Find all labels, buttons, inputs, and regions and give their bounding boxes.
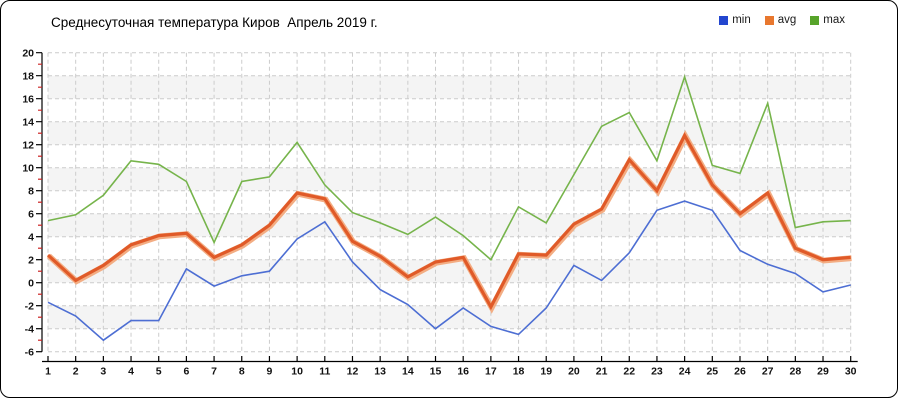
series-avg xyxy=(46,130,852,314)
x-tick-label: 28 xyxy=(789,366,801,378)
y-tick-label: 8 xyxy=(28,186,34,198)
x-tick-label: 20 xyxy=(568,366,580,378)
y-tick-label: 0 xyxy=(28,278,34,290)
x-tick-label: 5 xyxy=(156,366,162,378)
x-tick-label: 3 xyxy=(100,366,106,378)
x-tick-label: 6 xyxy=(183,366,189,378)
y-tick-label: 4 xyxy=(28,232,34,244)
x-tick-label: 7 xyxy=(211,366,217,378)
x-axis: 1 2 3 4 5 6 7 8 9 10 11 12 13 14 15 16 17 18 19 20 21 22 23 24 2… xyxy=(42,356,858,378)
x-tick-label: 8 xyxy=(239,366,245,378)
x-tick-label: 10 xyxy=(291,366,303,378)
legend-item-max: max xyxy=(810,14,845,26)
x-tick-label: 22 xyxy=(623,366,635,378)
x-tick-label: 17 xyxy=(485,366,497,378)
legend-swatch xyxy=(810,15,820,25)
x-tick-label: 13 xyxy=(374,366,386,378)
y-tick-label: 18 xyxy=(22,71,34,83)
x-tick-label: 27 xyxy=(762,366,774,378)
x-tick-label: 4 xyxy=(128,366,134,378)
y-tick-label: 20 xyxy=(22,48,34,60)
x-tick-label: 30 xyxy=(845,366,857,378)
x-tick-label: 9 xyxy=(267,366,273,378)
y-tick-label: 16 xyxy=(22,94,34,106)
series-min xyxy=(47,200,851,342)
x-tick-label: 14 xyxy=(402,366,414,378)
legend-item-avg: avg xyxy=(764,14,797,26)
x-tick-label: 24 xyxy=(679,366,691,378)
x-tick-label: 12 xyxy=(347,366,359,378)
x-tick-label: 25 xyxy=(706,366,718,378)
x-tick-label: 29 xyxy=(817,366,829,378)
y-tick-label: 2 xyxy=(28,255,34,267)
x-tick-label: 19 xyxy=(540,366,552,378)
y-tick-label: 6 xyxy=(28,209,34,221)
chart-title: Среднесуточная температура Киров Апрель … xyxy=(51,15,378,30)
legend-swatch xyxy=(719,15,729,25)
legend-swatch xyxy=(764,15,774,25)
y-tick-label: -2 xyxy=(25,301,34,313)
legend-label: avg xyxy=(777,14,797,26)
x-tick-label: 18 xyxy=(513,366,525,378)
x-tick-label: 1 xyxy=(45,366,51,378)
chart-legend: min avg max xyxy=(719,14,845,26)
x-tick-label: 2 xyxy=(73,366,79,378)
y-tick-label: 12 xyxy=(22,140,34,152)
x-tick-label: 23 xyxy=(651,366,663,378)
row-bands xyxy=(48,75,851,329)
legend-label: max xyxy=(823,14,845,26)
series-max xyxy=(47,74,851,261)
x-tick-label: 26 xyxy=(734,366,746,378)
legend-item-min: min xyxy=(719,14,751,26)
x-tick-label: 15 xyxy=(430,366,442,378)
x-tick-label: 11 xyxy=(319,366,330,378)
y-tick-label: -4 xyxy=(25,324,34,336)
y-tick-label: 10 xyxy=(22,163,34,175)
x-tick-label: 16 xyxy=(457,366,469,378)
legend-label: min xyxy=(732,14,751,26)
x-tick-label: 21 xyxy=(596,366,608,378)
y-tick-label: -6 xyxy=(25,347,34,359)
y-tick-label: 14 xyxy=(22,117,34,129)
